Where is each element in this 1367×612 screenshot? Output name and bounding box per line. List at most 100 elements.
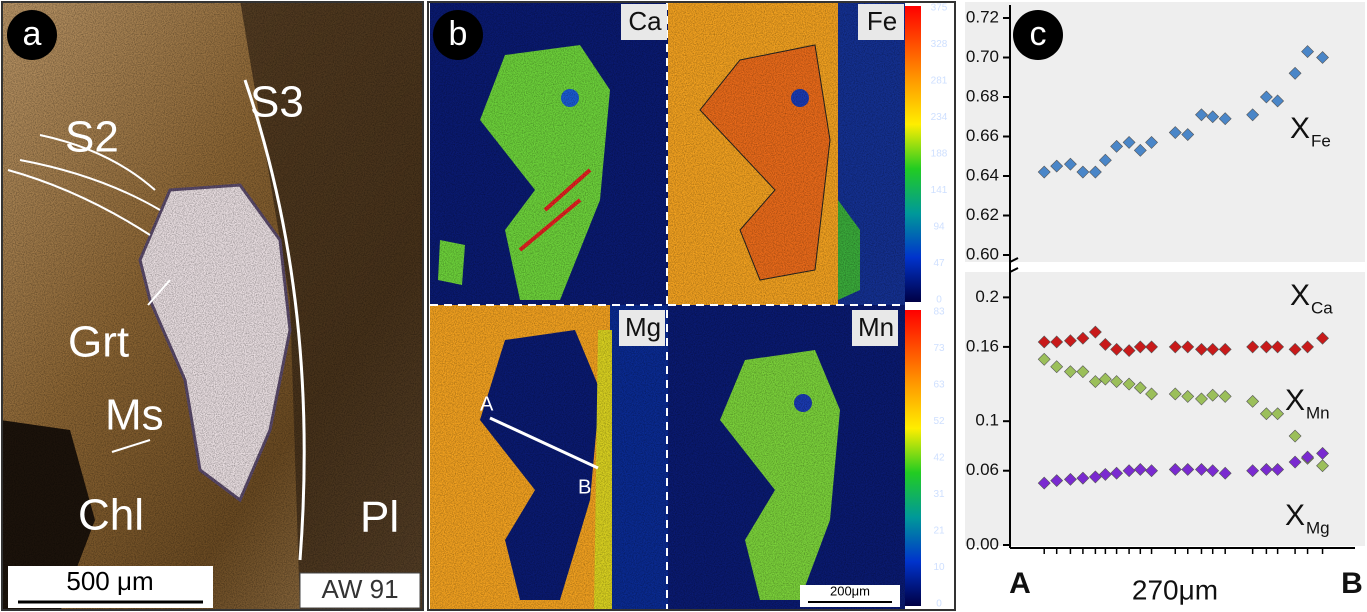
series-label: X xyxy=(1285,384,1305,417)
micrograph xyxy=(2,2,423,610)
data-point xyxy=(1076,365,1090,379)
y-tick-label: 0.72 xyxy=(966,7,999,26)
panel-label: c xyxy=(1030,15,1047,53)
data-point xyxy=(1195,392,1208,406)
data-point xyxy=(1168,387,1182,401)
data-point xyxy=(1301,450,1314,464)
data-point xyxy=(1218,390,1232,403)
map-label: Ca xyxy=(628,6,662,36)
data-point xyxy=(1050,360,1064,374)
data-point xyxy=(1246,340,1260,354)
series-label: X xyxy=(1290,279,1310,312)
data-point xyxy=(1098,468,1112,481)
data-point xyxy=(1145,340,1158,354)
data-point xyxy=(1181,340,1195,354)
y-tick-label: 0.60 xyxy=(966,244,999,263)
data-point xyxy=(1122,344,1136,358)
colorbar-label: 0 xyxy=(936,599,942,610)
data-point xyxy=(1037,352,1051,366)
y-tick-label: 0.70 xyxy=(966,47,999,66)
data-point xyxy=(1145,136,1158,149)
colorbar-label: 141 xyxy=(931,185,948,196)
data-point xyxy=(1098,338,1112,351)
data-point xyxy=(1133,381,1147,395)
data-point xyxy=(1206,342,1220,356)
profile-label: A xyxy=(480,393,494,415)
series-label: X xyxy=(1290,112,1310,145)
series-subscript: Mg xyxy=(1306,518,1330,537)
data-point xyxy=(1195,463,1208,476)
data-point xyxy=(1206,464,1220,478)
colorbar-label: 328 xyxy=(931,39,948,50)
panel-label: b xyxy=(449,15,468,53)
data-point xyxy=(1088,325,1102,339)
data-point xyxy=(1181,390,1195,403)
y-tick-label: 0.68 xyxy=(966,86,999,105)
data-point xyxy=(1063,472,1077,486)
colorbar-label: 42 xyxy=(933,453,945,464)
data-point xyxy=(1076,471,1090,485)
data-point xyxy=(1316,51,1329,64)
data-point xyxy=(1110,375,1124,388)
plot-area xyxy=(965,2,1365,546)
map-label-box xyxy=(858,4,904,40)
series-label: X xyxy=(1285,499,1305,532)
series-subscript: Ca xyxy=(1311,298,1333,317)
scale-label: 200μm xyxy=(830,583,870,598)
colorbar-label: 0 xyxy=(936,295,942,306)
data-point xyxy=(1050,474,1064,488)
panel-label: a xyxy=(23,15,42,53)
data-point xyxy=(1063,334,1077,348)
y-tick-label: 0.06 xyxy=(966,460,999,479)
data-point xyxy=(1259,90,1273,104)
data-point xyxy=(1316,331,1329,345)
data-point xyxy=(1271,407,1285,421)
sample-label: AW 91 xyxy=(321,574,398,604)
y-tick-label: 0.16 xyxy=(966,336,999,355)
data-point xyxy=(1122,377,1136,391)
series-subscript: Fe xyxy=(1311,131,1331,150)
axis-end-label: B xyxy=(1341,567,1363,600)
colorbar-label: 281 xyxy=(931,76,948,87)
data-point xyxy=(1316,459,1329,473)
data-point xyxy=(1145,387,1158,401)
data-point xyxy=(1110,466,1124,480)
colorbar-label: 31 xyxy=(933,489,945,500)
label: S3 xyxy=(250,78,304,127)
data-point xyxy=(1110,342,1124,356)
data-point xyxy=(1037,476,1051,490)
data-point xyxy=(1288,66,1302,80)
map-label: Fe xyxy=(867,6,897,36)
colorbar-label: 73 xyxy=(933,343,945,354)
data-point xyxy=(1218,466,1232,480)
map-label-box xyxy=(619,310,665,346)
element-maps xyxy=(430,2,921,610)
colorbar-label: 234 xyxy=(931,112,948,123)
y-tick-label: 0.1 xyxy=(975,411,999,430)
data-point xyxy=(1246,108,1260,122)
data-point xyxy=(1195,342,1208,356)
colorbar-label: 94 xyxy=(933,222,945,233)
data-point xyxy=(1288,429,1302,443)
data-point xyxy=(1168,463,1182,476)
label: Grt xyxy=(68,318,129,367)
map-label-box xyxy=(621,4,667,40)
label: S2 xyxy=(65,113,119,162)
data-point xyxy=(1098,153,1112,167)
data-point xyxy=(1168,126,1182,139)
data-point xyxy=(1316,446,1329,460)
axis-end-label: A xyxy=(1009,567,1031,600)
data-point xyxy=(1168,340,1182,354)
axis-break xyxy=(960,262,1367,272)
colorbar-label: 188 xyxy=(931,149,948,160)
break-mark xyxy=(1009,267,1019,273)
frame xyxy=(1,1,424,611)
label: Pl xyxy=(360,493,399,542)
data-point xyxy=(1218,342,1232,356)
data-point xyxy=(1122,464,1136,478)
y-tick-label: 0.66 xyxy=(966,126,999,145)
data-point xyxy=(1301,45,1314,58)
panel-badge xyxy=(1013,10,1063,60)
